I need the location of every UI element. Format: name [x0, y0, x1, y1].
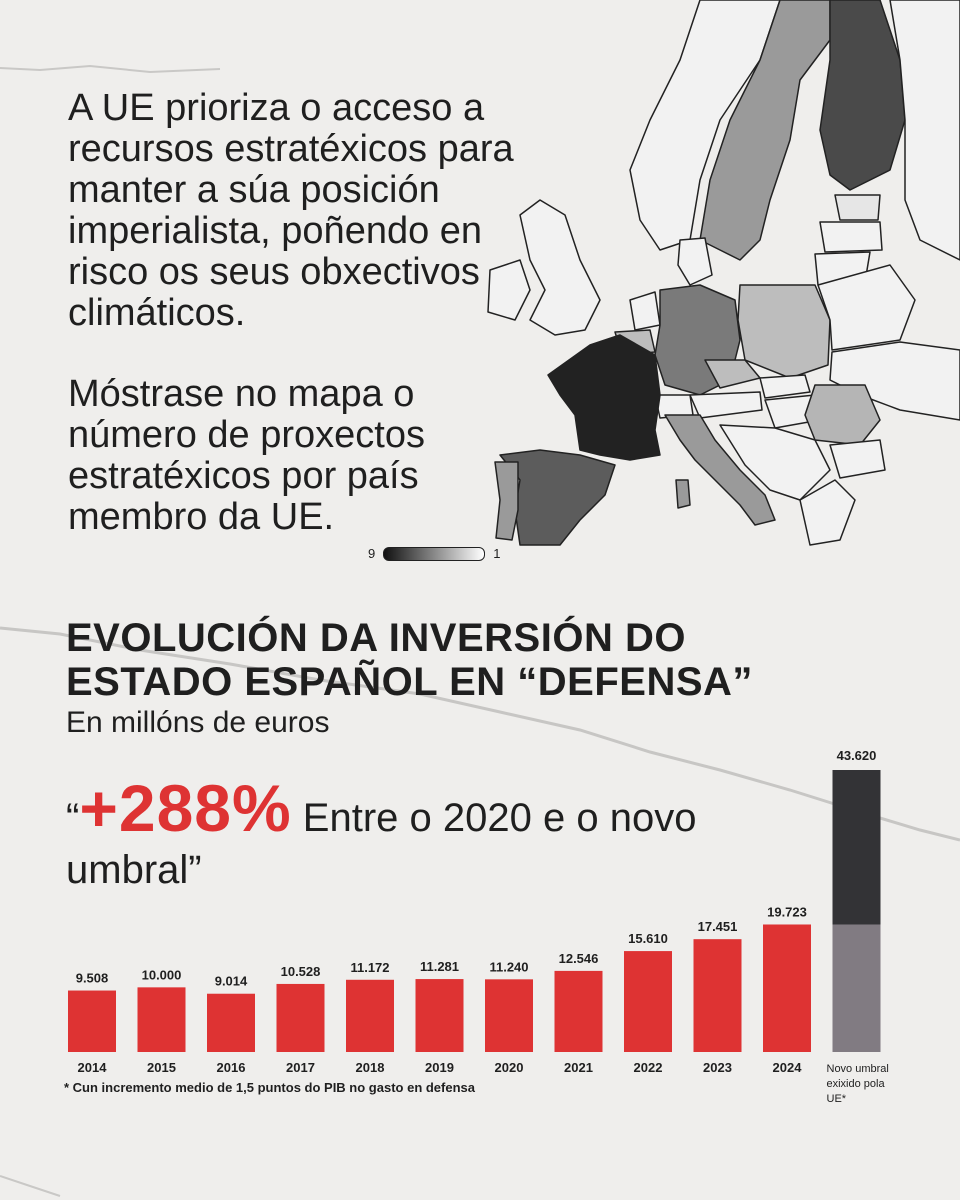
bar-2016: [207, 993, 255, 1052]
scale-gradient-bar: [383, 546, 486, 561]
x-tick-label-2016: 2016: [217, 1060, 246, 1075]
map-denmark: [677, 237, 713, 286]
x-tick-label-2019: 2019: [425, 1060, 454, 1075]
tear-line-top: [0, 64, 221, 74]
chart-title-line-1: EVOLUCIÓN DA INVERSIÓN DO: [66, 616, 686, 660]
map-belarus: [817, 264, 916, 351]
footnote: * Cun incremento medio de 1,5 puntos do …: [64, 1080, 475, 1095]
bar-2014: [68, 990, 116, 1052]
x-tick-label-2018: 2018: [356, 1060, 385, 1075]
intro-paragraph-2: Móstrase no mapa o número de proxectos e…: [68, 373, 425, 538]
bar-value-label-2023: 17.451: [698, 919, 738, 934]
x-tick-label-new-threshold-line-3: UE*: [827, 1093, 847, 1105]
bar-value-label-2015: 10.000: [142, 967, 182, 982]
x-tick-label-new-threshold-line-2: exixido pola: [827, 1078, 886, 1090]
map-color-scale: 9 1: [368, 546, 500, 561]
bar-2019: [415, 979, 464, 1052]
map-italy: [664, 414, 776, 526]
bar-new-threshold-increase: [832, 770, 881, 925]
map-poland: [737, 284, 831, 379]
x-tick-label-2020: 2020: [495, 1060, 524, 1075]
bar-2017: [276, 983, 325, 1052]
europe-map: [487, 0, 960, 546]
bar-value-label-2022: 15.610: [628, 931, 668, 946]
bar-value-label-2017: 10.528: [281, 964, 321, 979]
map-finland: [819, 0, 906, 191]
x-tick-label-new-threshold-line-1: Novo umbral: [827, 1063, 889, 1075]
x-tick-label-2021: 2021: [564, 1060, 593, 1075]
bar-2015: [137, 987, 186, 1052]
map-france: [547, 334, 661, 461]
x-tick-label-2015: 2015: [147, 1060, 176, 1075]
x-tick-label-2017: 2017: [286, 1060, 315, 1075]
chart-subtitle: En millóns de euros: [66, 706, 330, 739]
bar-value-label-2024: 19.723: [767, 904, 807, 919]
callout-text: Entre o 2020 e o novo umbral”: [66, 796, 697, 892]
map-bulgaria: [829, 439, 886, 479]
bar-2022: [624, 951, 672, 1052]
map-estonia: [834, 194, 881, 221]
scale-min-label: 1: [493, 546, 501, 561]
map-balkans: [719, 424, 831, 501]
bar-value-label-2019: 11.281: [420, 959, 459, 974]
map-slovakia: [759, 374, 811, 399]
bar-2023: [693, 939, 742, 1052]
map-portugal: [494, 461, 519, 541]
map-russia: [889, 0, 960, 261]
map-sweden: [699, 0, 831, 261]
x-tick-label-2023: 2023: [703, 1060, 732, 1075]
bar-value-label-2018: 11.172: [350, 960, 389, 975]
callout-open-quote: “: [66, 796, 80, 840]
map-greece: [799, 479, 856, 546]
map-latvia: [819, 221, 883, 253]
bar-new-threshold-base: [832, 924, 881, 1052]
bar-value-label-2020: 11.240: [489, 959, 528, 974]
growth-callout: “+288% Entre o 2020 e o novo umbral”: [66, 775, 826, 896]
intro-paragraph-1: A UE prioriza o acceso a recursos estrat…: [68, 87, 514, 334]
scale-max-label: 9: [368, 546, 376, 561]
bar-value-label-2016: 9.014: [215, 974, 248, 989]
tear-line-bottom: [0, 1175, 61, 1197]
bar-value-label-new-threshold: 43.620: [837, 748, 877, 763]
bar-2021: [554, 970, 603, 1052]
x-tick-label-2022: 2022: [634, 1060, 663, 1075]
bar-2018: [346, 979, 394, 1052]
map-ireland: [487, 259, 531, 321]
bar-value-label-2021: 12.546: [559, 951, 599, 966]
x-tick-label-2014: 2014: [78, 1060, 108, 1075]
map-uk: [519, 199, 601, 336]
bar-2024: [763, 924, 811, 1052]
x-tick-label-2024: 2024: [773, 1060, 803, 1075]
callout-percent: +288%: [79, 771, 292, 845]
chart-title-line-2: ESTADO ESPAÑOL EN “DEFENSA”: [66, 660, 753, 704]
map-austria: [689, 391, 763, 419]
map-sardinia: [675, 479, 691, 509]
chart-title: EVOLUCIÓN DA INVERSIÓN DO ESTADO ESPAÑOL…: [66, 616, 753, 704]
bar-2020: [485, 979, 533, 1052]
map-ukraine: [829, 341, 960, 421]
bar-value-label-2014: 9.508: [76, 971, 109, 986]
